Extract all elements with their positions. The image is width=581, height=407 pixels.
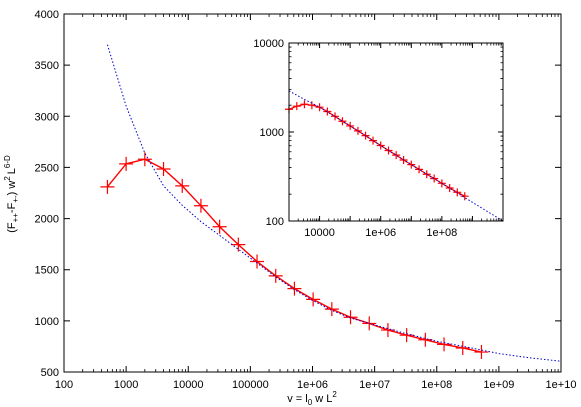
- main-panel: 100 1000 10000 100000 1e+06 1e+07 1e+08 1e+09 1e…: [35, 9, 577, 391]
- main-series-0-point: [380, 323, 395, 338]
- main-series-0-point: [250, 254, 265, 269]
- y-axis-label-p5: 2: [3, 176, 12, 181]
- x-axis-label-mid: w L: [312, 393, 332, 405]
- inset-background: [289, 43, 503, 221]
- main-series-0-point: [137, 152, 152, 167]
- y-axis-label: (F++-F+-) w2 L6-D: [3, 155, 20, 233]
- main-series-0-point: [231, 237, 246, 252]
- inset-series-0-point: [323, 107, 332, 116]
- x-axis-label: v = l0 w L2: [287, 390, 337, 407]
- main-x-tick-label: 1e+08: [421, 379, 452, 391]
- main-series-0-point: [306, 292, 321, 307]
- y-axis-label-p7: 6-D: [3, 155, 12, 168]
- inset-series-0-point: [430, 174, 439, 183]
- inset-x-tick-label: 1e+06: [365, 227, 396, 239]
- main-series-0-point: [324, 302, 339, 317]
- main-series-1-line: [106, 44, 561, 362]
- inset-series-0-point: [445, 183, 454, 192]
- inset-panel: 10000 1e+06 1e+08 100 1000 10000: [253, 38, 504, 239]
- main-series-0-point: [362, 316, 377, 331]
- y-axis-label-p0: (F: [6, 222, 18, 233]
- inset-y-tick-label: 10000: [253, 38, 284, 50]
- main-y-tick-label: 2000: [35, 214, 59, 226]
- inset-y-tick-label: 1000: [260, 127, 284, 139]
- main-x-tick-label: 1e+09: [483, 379, 514, 391]
- inset-series-0-point: [300, 100, 309, 109]
- main-series-0-point: [212, 219, 227, 234]
- main-series-0-point: [418, 332, 433, 347]
- main-y-tick-label: 2500: [35, 162, 59, 174]
- inset-series-0-point: [307, 101, 316, 110]
- main-x-tick-label: 1e+10: [546, 379, 577, 391]
- inset-series-0-point: [453, 188, 462, 197]
- main-y-tick-label: 4000: [35, 9, 59, 21]
- inset-series-0-point: [392, 151, 401, 160]
- x-axis-label-sup: 2: [332, 390, 337, 399]
- inset-series-0-point: [338, 117, 347, 126]
- main-series-0-point: [119, 156, 134, 171]
- inset-series-0-point: [369, 136, 378, 145]
- main-x-tick-label: 1e+07: [359, 379, 390, 391]
- main-series-0-point: [100, 179, 115, 194]
- inset-series-0-point: [460, 192, 469, 201]
- main-series-0-point: [175, 178, 190, 193]
- inset-series-0-point: [376, 141, 385, 150]
- inset-x-tick-label: 10000: [304, 227, 335, 239]
- main-series-0-point: [268, 268, 283, 283]
- main-x-tick-label: 1e+06: [297, 379, 328, 391]
- main-series-0-point: [455, 340, 470, 355]
- main-y-tick-label: 500: [41, 367, 59, 379]
- main-series-0-point: [156, 161, 171, 176]
- main-x-tick-label: 100000: [232, 379, 269, 391]
- inset-series-0-point: [315, 103, 324, 112]
- inset-series-0-point: [292, 102, 301, 111]
- y-axis-label-p2: -F: [6, 202, 18, 213]
- main-x-tick-label: 100: [55, 379, 73, 391]
- inset-y-tick-label: 100: [266, 216, 284, 228]
- inset-x-tick-label: 1e+08: [426, 227, 457, 239]
- x-axis-label-sub: 0: [308, 398, 313, 407]
- main-y-tick-label: 1000: [35, 316, 59, 328]
- y-axis-label-p6: L: [6, 168, 18, 174]
- main-series-0-point: [287, 281, 302, 296]
- y-axis-label-p1: ++: [11, 213, 20, 223]
- main-y-tick-label: 3500: [35, 60, 59, 72]
- inset-series-0-point: [407, 160, 416, 169]
- main-x-tick-label: 10000: [173, 379, 204, 391]
- main-y-tick-label: 3000: [35, 111, 59, 123]
- inset-series-0-point: [415, 165, 424, 174]
- main-series-0-point: [474, 345, 489, 360]
- y-axis-label-p4: ) w: [6, 181, 18, 196]
- y-axis-label-p3: +-: [11, 195, 20, 203]
- main-series-0-point: [343, 310, 358, 325]
- main-y-tick-label: 1500: [35, 265, 59, 277]
- x-axis-label-main: v = l: [287, 393, 307, 405]
- main-series-0-point: [193, 198, 208, 213]
- inset-series-0-point: [353, 126, 362, 135]
- main-series-0-point: [399, 328, 414, 343]
- main-series-0-point: [437, 337, 452, 352]
- main-x-tick-label: 1000: [114, 379, 138, 391]
